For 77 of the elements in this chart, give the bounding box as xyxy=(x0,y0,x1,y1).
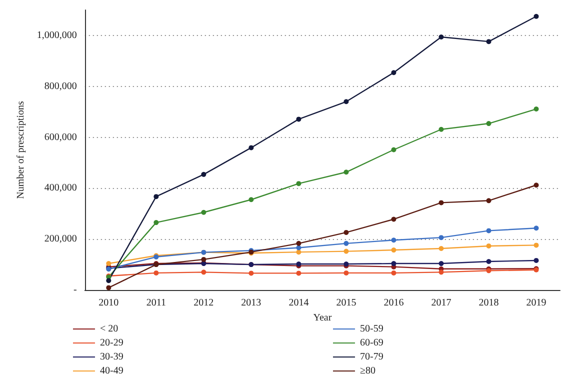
point xyxy=(438,261,444,266)
point xyxy=(438,34,444,40)
x-tick-label: 2018 xyxy=(478,298,499,308)
point xyxy=(201,256,206,262)
point xyxy=(344,248,349,254)
point xyxy=(486,198,492,204)
point xyxy=(201,210,206,215)
point xyxy=(486,39,492,44)
x-tick-label: 2011 xyxy=(146,298,166,308)
x-tick-label: 2012 xyxy=(194,298,214,308)
point xyxy=(534,182,539,188)
point xyxy=(534,258,539,263)
point xyxy=(391,147,396,152)
point xyxy=(438,270,444,275)
point xyxy=(534,14,539,19)
legend-label: < 20 xyxy=(100,324,118,334)
point xyxy=(438,246,444,252)
point xyxy=(296,250,302,255)
point xyxy=(391,70,396,76)
point xyxy=(296,240,302,246)
point xyxy=(534,242,539,248)
x-tick-label: 2013 xyxy=(241,298,262,308)
point xyxy=(486,258,492,264)
y-tick-label: 400,000 xyxy=(44,182,77,194)
x-tick-label: 2019 xyxy=(526,298,546,308)
legend-label: ≥80 xyxy=(360,366,376,376)
point xyxy=(201,270,206,275)
point xyxy=(344,99,349,104)
point xyxy=(534,226,539,231)
point xyxy=(296,116,302,122)
point xyxy=(486,228,492,234)
point xyxy=(344,240,349,246)
x-tick-label: 2014 xyxy=(288,298,309,308)
point xyxy=(106,261,112,266)
point xyxy=(486,121,492,126)
point xyxy=(391,261,396,266)
x-tick-label: 2017 xyxy=(431,298,452,308)
point xyxy=(296,181,302,186)
legend-label: 30-39 xyxy=(100,352,124,362)
y-tick-label: 600,000 xyxy=(44,132,77,143)
legend-label: 70-79 xyxy=(360,352,384,362)
point xyxy=(391,238,396,243)
point xyxy=(154,194,159,200)
point xyxy=(106,278,112,284)
point xyxy=(248,197,254,202)
point xyxy=(106,285,112,290)
point xyxy=(344,230,349,235)
y-axis-title: Number of prescriptions xyxy=(16,101,26,199)
point xyxy=(438,200,444,206)
point xyxy=(438,235,444,240)
point xyxy=(438,126,444,132)
x-tick-label: 2010 xyxy=(98,298,119,308)
y-tick-label: 800,000 xyxy=(44,80,77,92)
point xyxy=(296,245,302,250)
legend-label: 20-29 xyxy=(100,338,124,348)
point xyxy=(391,216,396,222)
point xyxy=(154,270,159,276)
legend-label: 40-49 xyxy=(100,366,124,376)
point xyxy=(344,270,349,276)
x-axis-title: Year xyxy=(313,312,332,324)
x-tick-label: 2015 xyxy=(336,298,356,308)
legend-label: 60-69 xyxy=(360,338,384,348)
y-tick-label: - xyxy=(74,284,77,296)
point xyxy=(296,270,302,276)
point xyxy=(248,145,254,150)
point xyxy=(486,243,492,248)
legend-label: 50-59 xyxy=(360,324,384,334)
point xyxy=(534,106,539,112)
x-tick-label: 2016 xyxy=(384,298,404,308)
y-tick-label: 1,000,000 xyxy=(36,30,77,41)
point xyxy=(391,270,396,276)
point xyxy=(154,220,159,226)
point xyxy=(391,248,396,253)
point xyxy=(344,170,349,175)
point xyxy=(248,270,254,276)
y-tick-label: 200,000 xyxy=(44,234,77,245)
point xyxy=(201,172,206,177)
